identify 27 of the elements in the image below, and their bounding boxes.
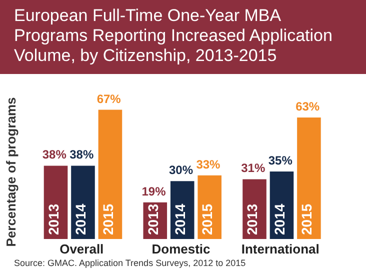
data-label: 67% bbox=[96, 92, 122, 106]
bar bbox=[98, 110, 122, 239]
text: 2013 bbox=[244, 204, 260, 235]
bar bbox=[297, 118, 321, 239]
series-label: 2013 bbox=[144, 204, 161, 235]
series-label: 2015 bbox=[100, 204, 116, 235]
data-label: 30% bbox=[168, 163, 194, 178]
text: 2014 bbox=[172, 204, 188, 235]
series-label: 2014 bbox=[72, 204, 89, 235]
text: 2014 bbox=[271, 204, 288, 235]
data-label: 31% bbox=[241, 161, 266, 176]
chart-title: European Full-Time One-Year MBA Programs Reporting Increased Application Volume, by Citizenship, 2013-2015 bbox=[0, 0, 366, 74]
x-tick-label: International bbox=[241, 242, 320, 256]
bar bbox=[71, 166, 95, 239]
data-label: 19% bbox=[142, 184, 166, 198]
text: 2015 bbox=[298, 204, 315, 235]
x-tick-label: Domestic bbox=[152, 242, 210, 256]
source-note: Source: GMAC. Application Trends Surveys, 2012 to 2015 bbox=[13, 258, 247, 268]
data-label: 35% bbox=[268, 154, 293, 168]
y-axis-title: Percentage of programs bbox=[4, 97, 18, 247]
text: 2015 bbox=[199, 204, 216, 235]
data-label: 38% bbox=[70, 148, 94, 162]
text: 2013 bbox=[45, 204, 62, 235]
data-label: 38% bbox=[42, 148, 67, 162]
data-label: 33% bbox=[196, 157, 221, 172]
data-label: 63% bbox=[296, 100, 320, 114]
x-tick-label: Overall bbox=[60, 242, 104, 256]
